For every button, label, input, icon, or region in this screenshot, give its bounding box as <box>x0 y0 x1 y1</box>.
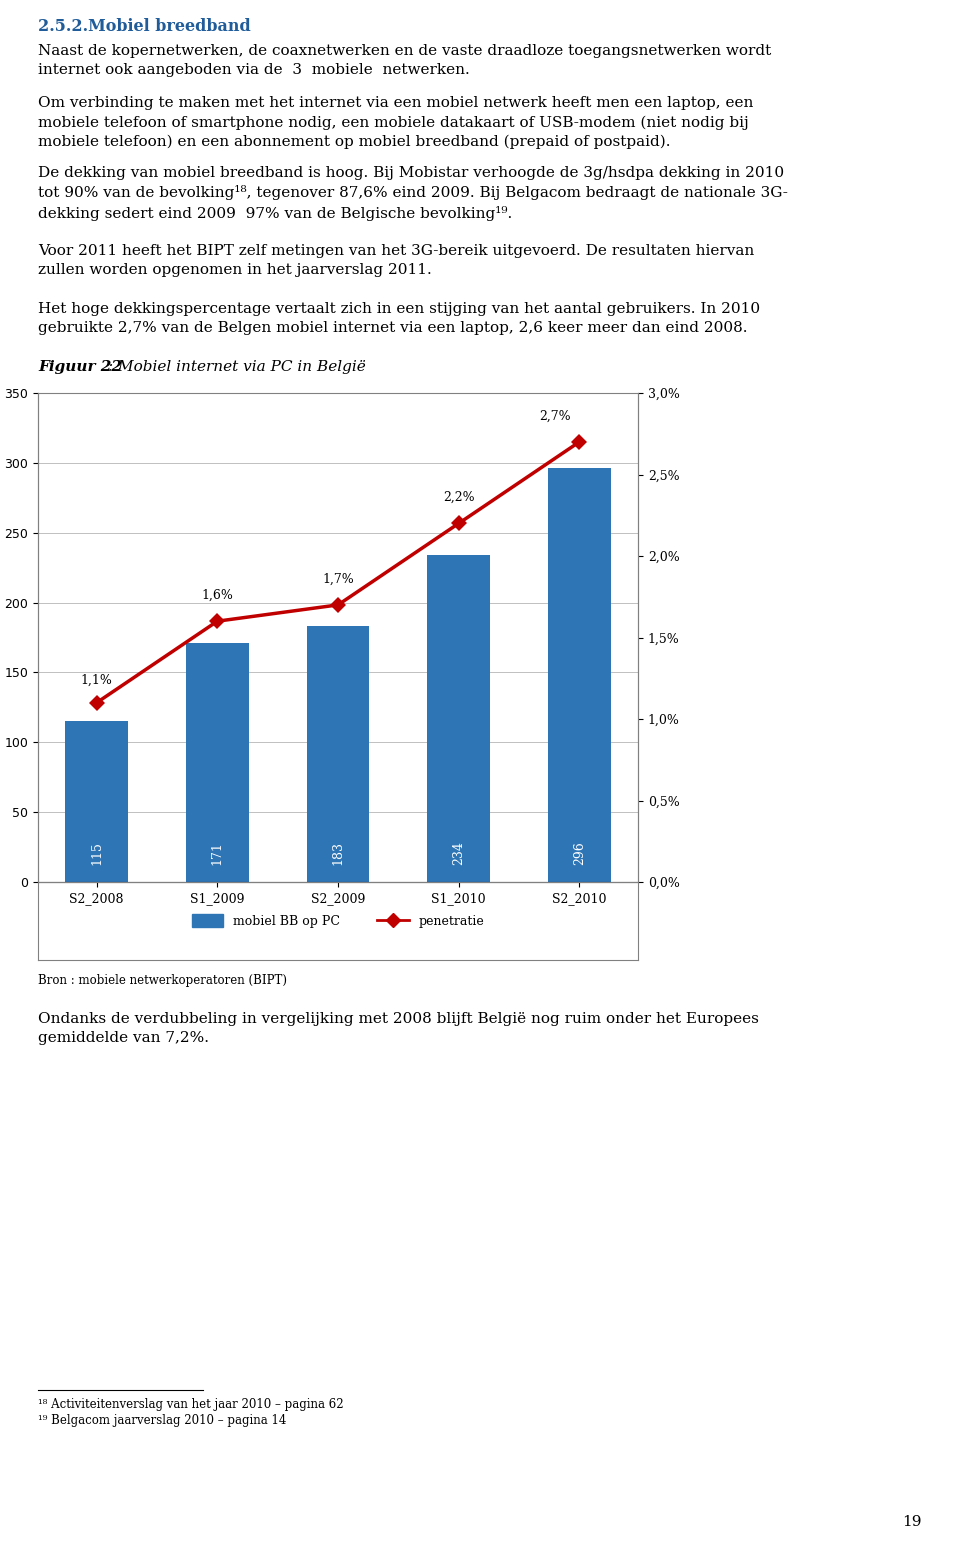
Text: : Mobiel internet via PC in België: : Mobiel internet via PC in België <box>108 360 366 373</box>
Text: 183: 183 <box>331 841 345 866</box>
Text: 2,7%: 2,7% <box>540 409 571 423</box>
Text: 19: 19 <box>902 1515 922 1529</box>
Text: Het hoge dekkingspercentage vertaalt zich in een stijging van het aantal gebruik: Het hoge dekkingspercentage vertaalt zic… <box>38 302 760 335</box>
Text: Ondanks de verdubbeling in vergelijking met 2008 blijft België nog ruim onder he: Ondanks de verdubbeling in vergelijking … <box>38 1012 758 1045</box>
Text: Naast de kopernetwerken, de coaxnetwerken en de vaste draadloze toegangsnetwerke: Naast de kopernetwerken, de coaxnetwerke… <box>38 45 771 77</box>
Text: 2,2%: 2,2% <box>443 491 474 505</box>
Bar <box>427 555 490 883</box>
Text: ¹⁹ Belgacom jaarverslag 2010 – pagina 14: ¹⁹ Belgacom jaarverslag 2010 – pagina 14 <box>38 1413 286 1427</box>
Bar <box>186 643 249 883</box>
Text: 171: 171 <box>211 841 224 866</box>
Text: 1,1%: 1,1% <box>81 673 112 687</box>
Text: 115: 115 <box>90 841 103 866</box>
Text: ¹⁸ Activiteitenverslag van het jaar 2010 – pagina 62: ¹⁸ Activiteitenverslag van het jaar 2010… <box>38 1398 344 1410</box>
Bar <box>65 721 128 883</box>
Text: Voor 2011 heeft het BIPT zelf metingen van het 3G-bereik uitgevoerd. De resultat: Voor 2011 heeft het BIPT zelf metingen v… <box>38 244 755 276</box>
Bar <box>548 469 611 883</box>
Text: De dekking van mobiel breedband is hoog. Bij Mobistar verhoogde de 3g/hsdpa dekk: De dekking van mobiel breedband is hoog.… <box>38 167 788 221</box>
Text: Bron : mobiele netwerkoperatoren (BIPT): Bron : mobiele netwerkoperatoren (BIPT) <box>38 974 287 988</box>
Text: 1,6%: 1,6% <box>202 588 233 602</box>
Legend: mobiel BB op PC, penetratie: mobiel BB op PC, penetratie <box>185 907 491 934</box>
Text: 296: 296 <box>573 841 586 866</box>
Text: 1,7%: 1,7% <box>323 572 354 585</box>
Bar <box>306 626 370 883</box>
Text: 2.5.2.Mobiel breedband: 2.5.2.Mobiel breedband <box>38 19 251 35</box>
Text: Figuur 22: Figuur 22 <box>38 360 122 373</box>
Text: Om verbinding te maken met het internet via een mobiel netwerk heeft men een lap: Om verbinding te maken met het internet … <box>38 96 754 150</box>
Text: 234: 234 <box>452 841 466 866</box>
